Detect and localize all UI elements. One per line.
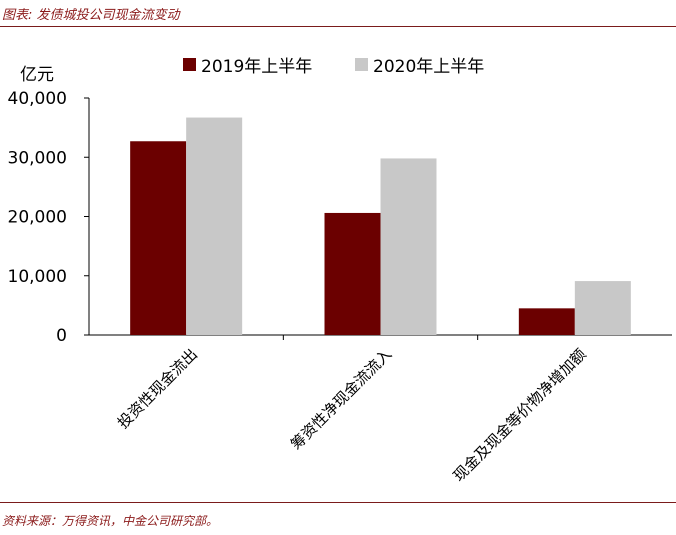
x-category-label: 投资性现金流出 (114, 345, 201, 432)
y-tick-label: 10,000 (8, 267, 67, 287)
bar-2020-2 (574, 281, 631, 335)
bar-2020-1 (380, 158, 437, 335)
y-tick-label: 0 (56, 326, 67, 346)
x-category-label: 筹资性净现金流流入 (287, 345, 395, 453)
legend-label-2019: 2019年上半年 (201, 57, 312, 77)
bar-chart: 亿元 2019年上半年 2020年上半年 0 10,000 20,000 30,000… (8, 57, 672, 485)
y-unit-label: 亿元 (20, 65, 54, 85)
legend-swatch-2019 (183, 58, 196, 71)
figure-title: 图表: 发债城投公司现金流变动 (2, 8, 180, 23)
y-tick-label: 40,000 (8, 89, 67, 109)
y-tick-label: 20,000 (8, 208, 67, 228)
legend: 2019年上半年 2020年上半年 (183, 57, 484, 77)
legend-label-2020: 2020年上半年 (373, 57, 484, 77)
y-tick-label: 30,000 (8, 148, 67, 168)
bar-2020-0 (186, 117, 243, 336)
source-note: 资料来源：万得资讯，中金公司研究部。 (2, 514, 219, 528)
bar-2019-1 (324, 212, 381, 335)
x-category-label: 现金及现金等价物净增加额 (450, 345, 590, 485)
bar-2019-0 (130, 141, 187, 335)
top-rule (0, 26, 676, 27)
bottom-rule (0, 502, 676, 503)
bar-2019-2 (518, 308, 575, 335)
legend-swatch-2020 (355, 58, 368, 71)
